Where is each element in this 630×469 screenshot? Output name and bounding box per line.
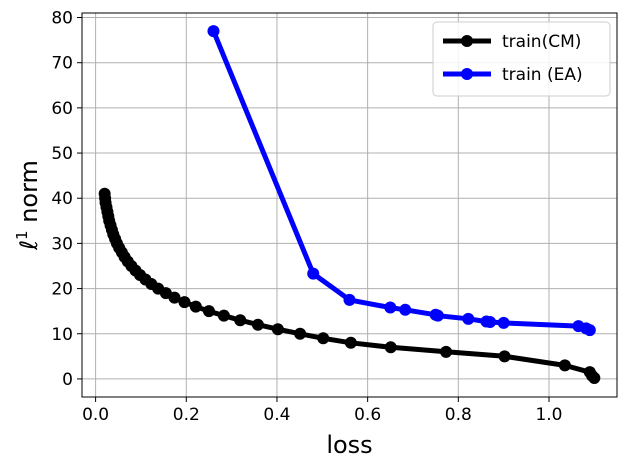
legend: train(CM) train (EA) (432, 21, 611, 97)
series-1-point (307, 267, 320, 280)
series-0-point (344, 336, 357, 349)
y-axis-label-sup: 1 (13, 230, 31, 240)
y-tick-label: 40 (51, 189, 73, 209)
series-0-point (440, 345, 453, 358)
y-axis-label-suffix: norm (15, 160, 43, 230)
x-tick-label: 1.0 (535, 405, 562, 425)
x-tick-label: 0.8 (445, 405, 472, 425)
series-0-point (168, 291, 181, 304)
series-0-point (317, 332, 330, 345)
series-0-point (271, 323, 284, 336)
y-tick-label: 50 (51, 144, 73, 164)
series-line-0 (102, 191, 597, 381)
y-tick-label: 80 (51, 9, 73, 29)
series-1-point (497, 316, 510, 329)
y-axis-label-prefix: ℓ (15, 240, 43, 251)
series-line-1 (211, 28, 593, 333)
series-0-point (384, 341, 397, 354)
y-tick-label: 0 (62, 370, 73, 390)
ticks: 0.0 0.2 0.4 0.6 0.8 1.0 0 10 20 30 40 50 60 70 80 (51, 9, 562, 425)
series-0-point (251, 318, 264, 331)
series-1-point (583, 324, 596, 337)
x-axis-label: loss (326, 431, 372, 459)
series-1-point (462, 312, 475, 325)
y-tick-label: 10 (51, 325, 73, 345)
legend-label-train-ea: train (EA) (502, 65, 583, 85)
x-tick-label: 0.0 (82, 405, 109, 425)
series-1-point (207, 25, 220, 38)
series-0-point (202, 305, 215, 318)
series-1-point (484, 316, 497, 329)
series-0-point (294, 327, 307, 340)
y-tick-label: 30 (51, 234, 73, 254)
series-1-point (431, 309, 444, 322)
x-tick-label: 0.6 (354, 405, 381, 425)
y-tick-label: 60 (51, 99, 73, 119)
y-axis-label: ℓ1 norm (13, 160, 43, 251)
x-tick-label: 0.4 (263, 405, 290, 425)
series-1-point (343, 293, 356, 306)
plot-frame (81, 12, 618, 398)
series-layer (98, 25, 601, 385)
y-tick-label: 70 (51, 54, 73, 74)
series-0-point (178, 296, 191, 309)
legend-marker-train-cm (461, 35, 473, 47)
series-0-point (588, 372, 601, 385)
legend-marker-train-ea (461, 68, 473, 80)
y-tick-label: 20 (51, 280, 73, 300)
series-0-point (498, 350, 511, 363)
series-1-point (399, 303, 412, 316)
series-1-point (384, 301, 397, 314)
legend-label-train-cm: train(CM) (502, 32, 581, 52)
series-0-point (558, 359, 571, 372)
series-0-point (234, 314, 247, 327)
x-tick-label: 0.2 (173, 405, 200, 425)
series-0-point (189, 300, 202, 313)
series-0-point (217, 309, 230, 322)
